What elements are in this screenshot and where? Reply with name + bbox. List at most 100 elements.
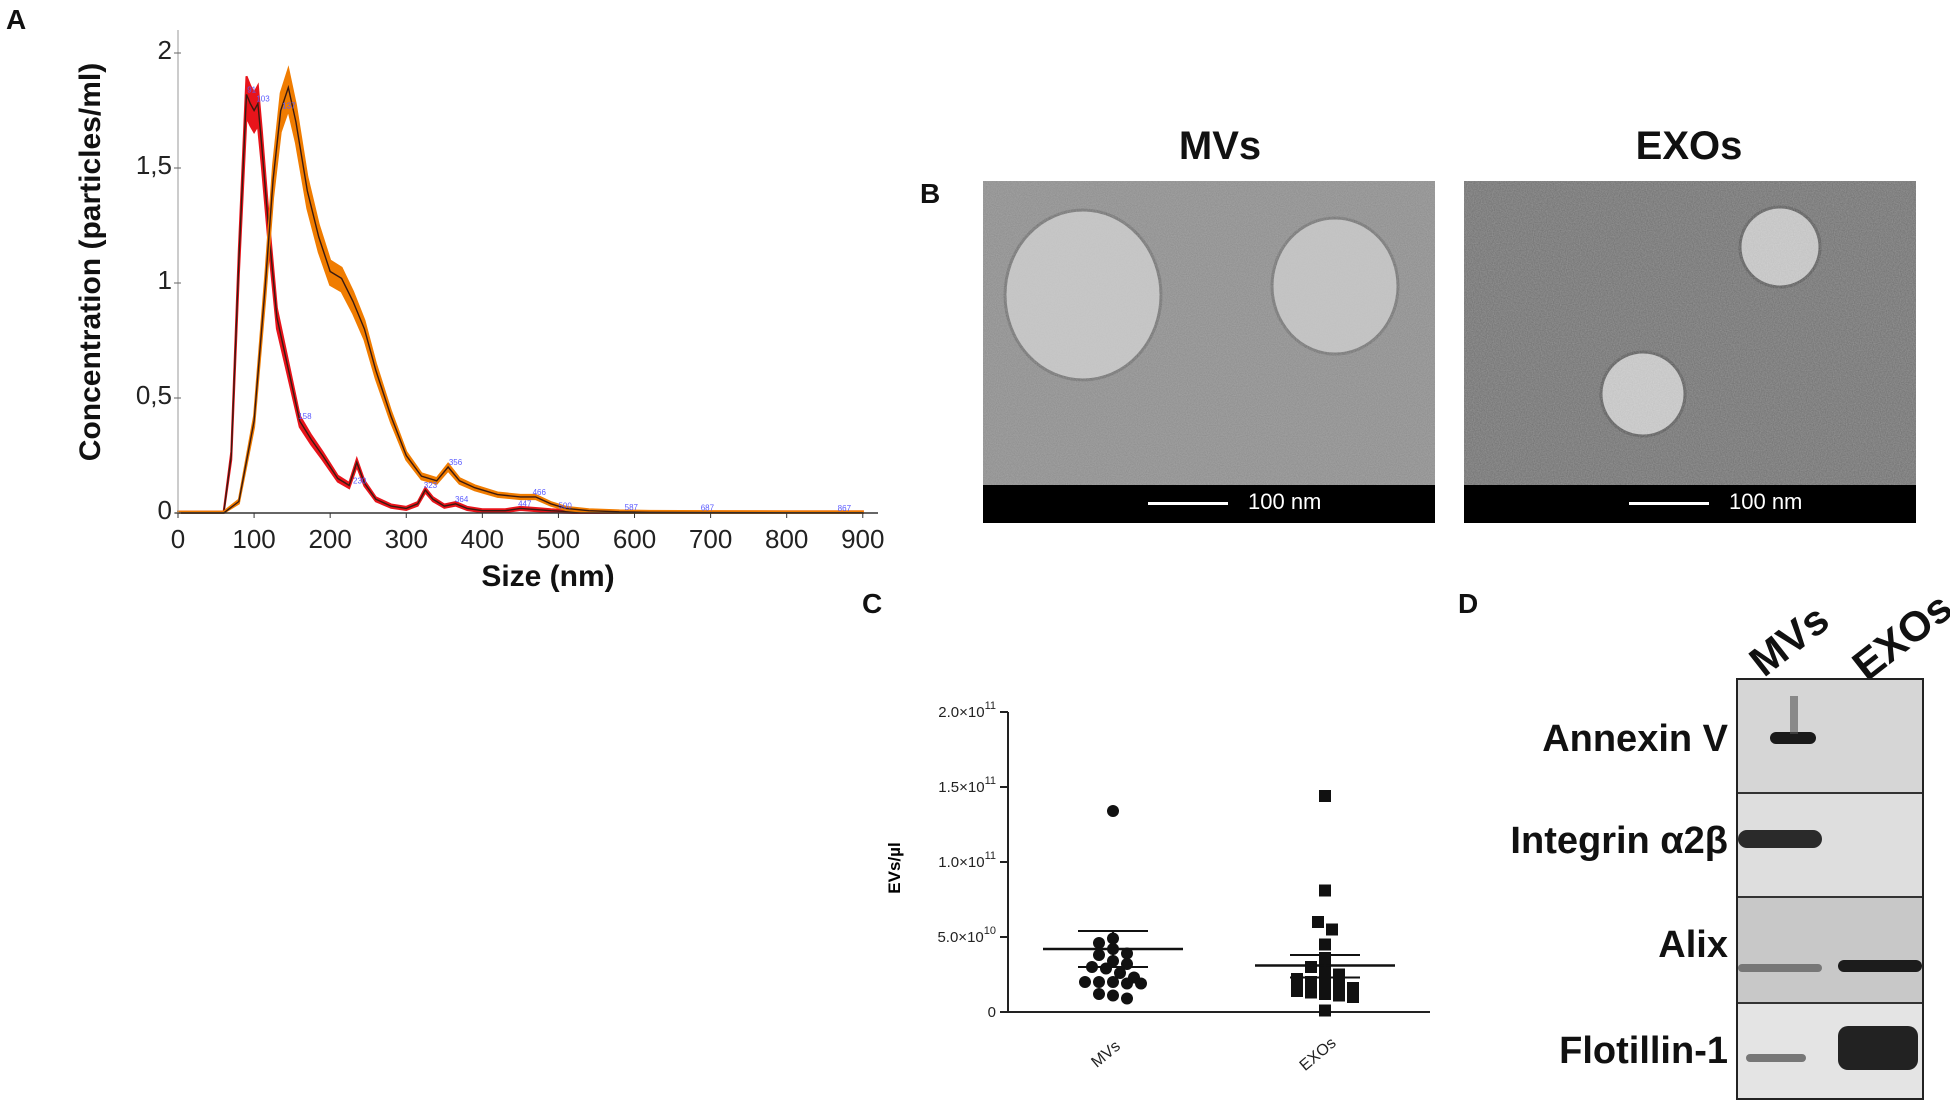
x-axis-title: Size (nm) (481, 560, 614, 593)
y-tick-label: 0,5 (136, 380, 172, 410)
panel-a-letter: A (6, 4, 27, 35)
series-line-0 (178, 94, 863, 514)
x-tick-label: 100 (232, 524, 275, 554)
peak-label: 230 (353, 476, 367, 485)
blot-label-flotillin: Flotillin-1 (1559, 1030, 1728, 1072)
x-tick-label: 800 (765, 524, 808, 554)
band (1738, 964, 1822, 972)
peak-label: 356 (449, 458, 463, 467)
data-point-mvs (1093, 949, 1105, 961)
data-point-mvs (1135, 977, 1147, 990)
blot-label-alix: Alix (1658, 924, 1728, 966)
band (1838, 960, 1922, 972)
data-point-exos (1319, 1004, 1331, 1017)
western-blot: MVs EXOs Annexin V Integrin α2β Alix Flo… (1480, 583, 1950, 1102)
y-tick-label: 1.0×1011 (938, 850, 996, 871)
peak-label: 687 (701, 504, 715, 513)
blot-strip-integrin (1738, 794, 1922, 898)
blot-label-integrin: Integrin α2β (1510, 820, 1728, 862)
data-point-exos (1333, 968, 1345, 981)
data-point-exos (1305, 986, 1317, 999)
data-point-mvs (1107, 976, 1119, 988)
data-point-exos (1319, 988, 1331, 1000)
band (1738, 830, 1822, 848)
data-point-exos (1347, 991, 1359, 1003)
y-tick-label: 2.0×1011 (938, 700, 996, 721)
blot-frame (1736, 678, 1924, 1100)
data-point-exos (1319, 790, 1331, 802)
scale-bar (1148, 502, 1228, 505)
category-labels: MVs EXOs (1088, 1035, 1339, 1075)
y-tick-exponent: 11 (985, 700, 996, 712)
data-point-mvs (1093, 988, 1105, 1000)
data-point-mvs (1114, 967, 1126, 979)
blot-label-annexin: Annexin V (1542, 718, 1728, 760)
peak-label: 323 (424, 481, 438, 490)
data-point-mvs (1107, 805, 1119, 817)
x-tick-label: 400 (461, 524, 504, 554)
em-image-mvs: 100 nm (983, 181, 1435, 523)
data-point-mvs (1093, 976, 1105, 988)
scale-bar-label: 100 nm (1729, 489, 1803, 514)
data-point-mvs (1079, 976, 1091, 988)
peak-label: 587 (625, 503, 639, 512)
peak-label: 137 (282, 102, 296, 111)
data-point-exos (1319, 884, 1331, 897)
blot-strip-alix (1738, 898, 1922, 1004)
y-tick-label: 0 (158, 495, 172, 525)
data-points (1043, 790, 1395, 1017)
data-point-mvs (1121, 992, 1133, 1005)
y-tick-labels: 0 5.0×1010 1.0×1011 1.5×1011 2.0×1011 (937, 700, 1008, 1021)
x-tick-label: 500 (537, 524, 580, 554)
x-tick-label: 600 (613, 524, 656, 554)
em-texture-mvs (983, 181, 1435, 523)
peak-label: 447 (518, 499, 532, 508)
panel-c-letter: C (862, 588, 883, 619)
y-tick-label: 1 (158, 265, 172, 295)
peak-label: 91 (247, 85, 256, 94)
y-tick-exponent: 11 (985, 775, 996, 787)
x-tick-label: 200 (308, 524, 351, 554)
peak-label: 466 (533, 488, 547, 497)
y-axis-title: EVs/µl (885, 842, 904, 893)
band (1790, 696, 1798, 734)
data-point-mvs (1121, 977, 1133, 990)
panel-d-letter: D (1458, 588, 1479, 619)
blot-strip-flotillin (1738, 1004, 1922, 1098)
em-title-exos: EXOs (1635, 124, 1743, 168)
y-tick-labels: 0 0,5 1 1,5 2 (136, 35, 181, 525)
y-tick-label: 5.0×1010 (937, 925, 996, 946)
data-point-mvs (1121, 947, 1133, 960)
category-label: EXOs (1297, 1035, 1340, 1075)
peak-label: 500 (558, 502, 572, 511)
band (1838, 1026, 1918, 1070)
data-point-exos (1333, 979, 1345, 991)
series-line-1 (178, 84, 863, 514)
data-point-exos (1305, 976, 1317, 988)
panel-b-letter: B (920, 178, 941, 209)
data-point-exos (1333, 989, 1345, 1002)
data-point-mvs (1100, 962, 1112, 975)
data-point-mvs (1107, 989, 1119, 1002)
x-tick-label: 0 (171, 524, 185, 554)
band (1770, 732, 1816, 744)
data-point-exos (1326, 923, 1338, 936)
scale-bar-label: 100 nm (1248, 489, 1322, 514)
y-tick-label: 2 (158, 35, 172, 65)
y-axis-title: Concentration (particles/ml) (74, 63, 107, 461)
scale-bar (1629, 502, 1709, 505)
em-title-mvs: MVs (1178, 124, 1262, 168)
y-tick-label: 0 (988, 1004, 996, 1021)
x-tick-label: 300 (385, 524, 428, 554)
data-point-exos (1305, 961, 1317, 973)
x-tick-label: 700 (689, 524, 732, 554)
data-point-exos (1291, 973, 1303, 985)
scale-bar-strip: 100 nm (983, 485, 1435, 523)
x-tick-label: 900 (841, 524, 884, 554)
category-label: MVs (1088, 1038, 1123, 1072)
x-tick-labels: 0 100 200 300 400 500 600 700 800 900 (171, 513, 884, 554)
em-texture-exos (1464, 181, 1916, 523)
band (1746, 1054, 1806, 1062)
